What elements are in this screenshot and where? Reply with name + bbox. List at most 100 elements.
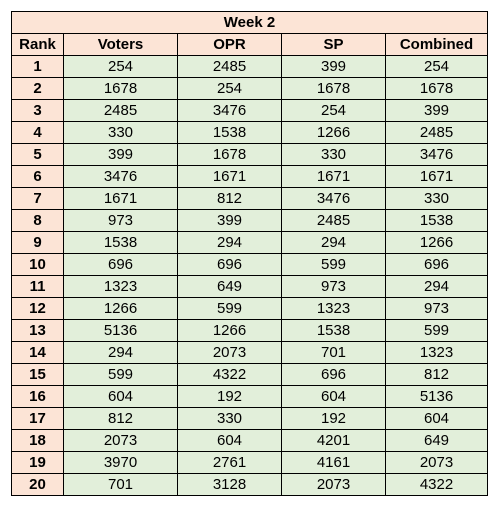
cell-voters: 2073 <box>63 429 178 452</box>
title-row: Week 2 <box>11 11 488 34</box>
cell-sp: 696 <box>281 363 386 386</box>
cell-voters: 5136 <box>63 319 178 342</box>
cell-sp: 604 <box>281 385 386 408</box>
table-row: 20 701 3128 2073 4322 <box>11 473 488 496</box>
cell-opr: 2073 <box>177 341 282 364</box>
cell-rank: 19 <box>11 451 64 474</box>
cell-combined: 399 <box>385 99 488 122</box>
cell-voters: 1671 <box>63 187 178 210</box>
cell-sp: 599 <box>281 253 386 276</box>
table-row: 11 1323 649 973 294 <box>11 275 488 298</box>
cell-voters: 330 <box>63 121 178 144</box>
cell-opr: 1678 <box>177 143 282 166</box>
cell-sp: 701 <box>281 341 386 364</box>
cell-rank: 3 <box>11 99 64 122</box>
cell-opr: 1538 <box>177 121 282 144</box>
cell-rank: 20 <box>11 473 64 496</box>
table-row: 6 3476 1671 1671 1671 <box>11 165 488 188</box>
cell-sp: 2073 <box>281 473 386 496</box>
cell-sp: 399 <box>281 55 386 78</box>
column-header-voters: Voters <box>63 33 178 56</box>
cell-rank: 10 <box>11 253 64 276</box>
cell-combined: 254 <box>385 55 488 78</box>
cell-voters: 696 <box>63 253 178 276</box>
cell-voters: 2485 <box>63 99 178 122</box>
table-row: 16 604 192 604 5136 <box>11 385 488 408</box>
cell-rank: 1 <box>11 55 64 78</box>
cell-voters: 1323 <box>63 275 178 298</box>
cell-sp: 4161 <box>281 451 386 474</box>
cell-voters: 294 <box>63 341 178 364</box>
table-title: Week 2 <box>11 11 488 34</box>
cell-opr: 3476 <box>177 99 282 122</box>
cell-opr: 294 <box>177 231 282 254</box>
cell-rank: 11 <box>11 275 64 298</box>
table-row: 1 254 2485 399 254 <box>11 55 488 78</box>
cell-opr: 812 <box>177 187 282 210</box>
cell-sp: 330 <box>281 143 386 166</box>
cell-opr: 1266 <box>177 319 282 342</box>
cell-combined: 812 <box>385 363 488 386</box>
cell-combined: 2485 <box>385 121 488 144</box>
column-header-opr: OPR <box>177 33 282 56</box>
cell-voters: 604 <box>63 385 178 408</box>
cell-sp: 3476 <box>281 187 386 210</box>
cell-voters: 1266 <box>63 297 178 320</box>
cell-combined: 3476 <box>385 143 488 166</box>
table-row: 3 2485 3476 254 399 <box>11 99 488 122</box>
table-row: 4 330 1538 1266 2485 <box>11 121 488 144</box>
cell-combined: 973 <box>385 297 488 320</box>
cell-combined: 1671 <box>385 165 488 188</box>
rankings-table-container: Week 2 Rank Voters OPR SP Combined 1 254 2… <box>11 11 488 496</box>
cell-combined: 1678 <box>385 77 488 100</box>
table-row: 2 1678 254 1678 1678 <box>11 77 488 100</box>
column-header-rank: Rank <box>11 33 64 56</box>
table-row: 9 1538 294 294 1266 <box>11 231 488 254</box>
cell-opr: 399 <box>177 209 282 232</box>
cell-rank: 7 <box>11 187 64 210</box>
cell-rank: 6 <box>11 165 64 188</box>
cell-voters: 399 <box>63 143 178 166</box>
cell-rank: 17 <box>11 407 64 430</box>
cell-rank: 13 <box>11 319 64 342</box>
cell-opr: 3128 <box>177 473 282 496</box>
cell-sp: 1323 <box>281 297 386 320</box>
cell-sp: 4201 <box>281 429 386 452</box>
table-row: 19 3970 2761 4161 2073 <box>11 451 488 474</box>
column-header-combined: Combined <box>385 33 488 56</box>
cell-opr: 649 <box>177 275 282 298</box>
table-row: 15 599 4322 696 812 <box>11 363 488 386</box>
rankings-table: Week 2 Rank Voters OPR SP Combined 1 254 2… <box>11 11 488 496</box>
cell-opr: 330 <box>177 407 282 430</box>
table-row: 5 399 1678 330 3476 <box>11 143 488 166</box>
cell-rank: 14 <box>11 341 64 364</box>
cell-sp: 1678 <box>281 77 386 100</box>
cell-opr: 604 <box>177 429 282 452</box>
cell-sp: 1538 <box>281 319 386 342</box>
cell-sp: 1671 <box>281 165 386 188</box>
table-row: 14 294 2073 701 1323 <box>11 341 488 364</box>
cell-opr: 2761 <box>177 451 282 474</box>
cell-sp: 2485 <box>281 209 386 232</box>
cell-combined: 2073 <box>385 451 488 474</box>
cell-combined: 294 <box>385 275 488 298</box>
cell-combined: 5136 <box>385 385 488 408</box>
cell-sp: 973 <box>281 275 386 298</box>
cell-rank: 2 <box>11 77 64 100</box>
table-row: 7 1671 812 3476 330 <box>11 187 488 210</box>
cell-combined: 1538 <box>385 209 488 232</box>
cell-opr: 4322 <box>177 363 282 386</box>
column-header-sp: SP <box>281 33 386 56</box>
cell-opr: 192 <box>177 385 282 408</box>
cell-combined: 696 <box>385 253 488 276</box>
table-row: 12 1266 599 1323 973 <box>11 297 488 320</box>
cell-voters: 599 <box>63 363 178 386</box>
cell-opr: 2485 <box>177 55 282 78</box>
cell-rank: 8 <box>11 209 64 232</box>
cell-voters: 1538 <box>63 231 178 254</box>
cell-sp: 192 <box>281 407 386 430</box>
table-row: 10 696 696 599 696 <box>11 253 488 276</box>
cell-voters: 812 <box>63 407 178 430</box>
cell-rank: 5 <box>11 143 64 166</box>
cell-rank: 9 <box>11 231 64 254</box>
